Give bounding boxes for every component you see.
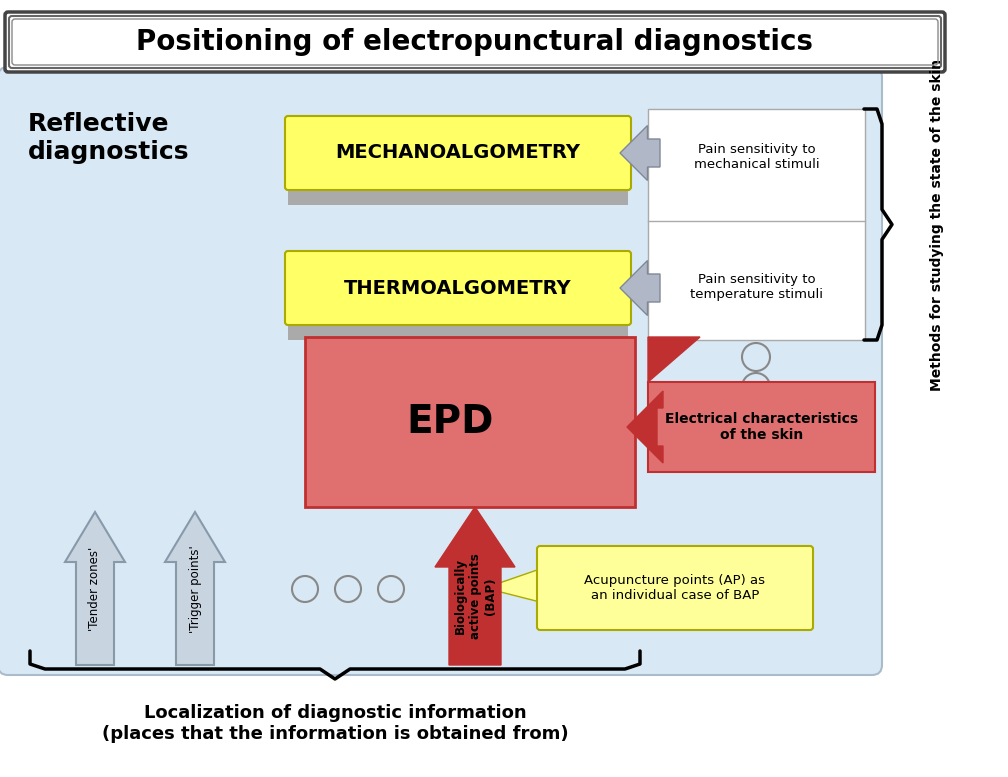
Polygon shape: [648, 337, 700, 382]
Text: Electrical characteristics
of the skin: Electrical characteristics of the skin: [665, 412, 858, 442]
FancyBboxPatch shape: [5, 12, 946, 72]
FancyBboxPatch shape: [285, 116, 631, 190]
Bar: [648, 109, 865, 340]
Text: Acupuncture points (AP) as
an individual case of BAP: Acupuncture points (AP) as an individual…: [585, 574, 765, 602]
Polygon shape: [485, 569, 540, 602]
Polygon shape: [627, 391, 663, 463]
Bar: [288, 324, 628, 340]
Bar: [305, 337, 635, 507]
Text: Reflective
diagnostics: Reflective diagnostics: [28, 112, 190, 164]
FancyBboxPatch shape: [285, 251, 631, 325]
Polygon shape: [65, 512, 125, 665]
Text: Positioning of electropunctural diagnostics: Positioning of electropunctural diagnost…: [136, 28, 813, 56]
Polygon shape: [620, 260, 660, 315]
Text: EPD: EPD: [406, 403, 494, 441]
Bar: [648, 382, 875, 472]
Text: Biologically
active points
(BAP): Biologically active points (BAP): [454, 553, 497, 639]
Text: 'Trigger points': 'Trigger points': [188, 545, 202, 633]
Text: Methods for studying the state of the skin: Methods for studying the state of the sk…: [930, 58, 944, 391]
Text: MECHANOALGOMETRY: MECHANOALGOMETRY: [336, 144, 581, 162]
Text: THERMOALGOMETRY: THERMOALGOMETRY: [344, 278, 572, 298]
FancyBboxPatch shape: [537, 546, 813, 630]
Polygon shape: [620, 126, 660, 180]
Bar: [288, 189, 628, 205]
Text: Pain sensitivity to
temperature stimuli: Pain sensitivity to temperature stimuli: [690, 273, 823, 301]
Polygon shape: [435, 507, 515, 665]
Text: Localization of diagnostic information
(places that the information is obtained : Localization of diagnostic information (…: [102, 704, 569, 743]
Text: Pain sensitivity to
mechanical stimuli: Pain sensitivity to mechanical stimuli: [694, 143, 820, 171]
Polygon shape: [165, 512, 225, 665]
Text: 'Tender zones': 'Tender zones': [89, 547, 102, 631]
FancyBboxPatch shape: [0, 67, 882, 675]
